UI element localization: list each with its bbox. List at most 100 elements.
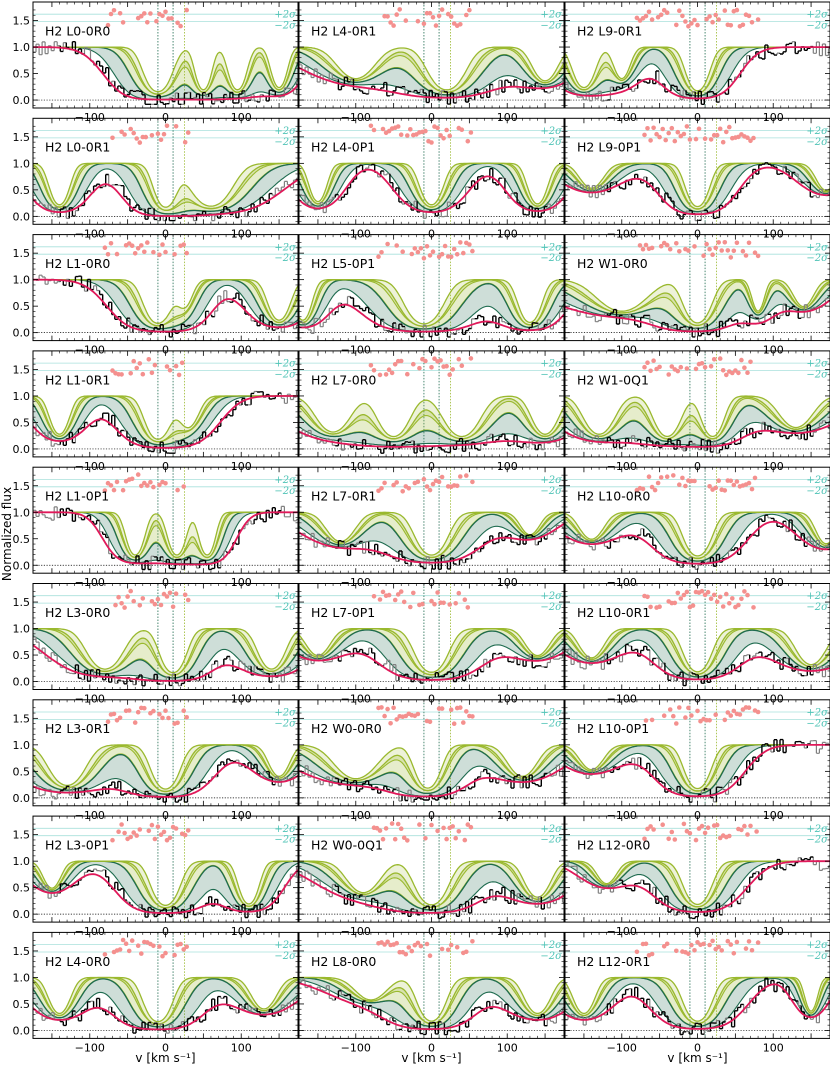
- component-band: [33, 512, 298, 564]
- residual-point: [714, 132, 720, 138]
- residual-point: [675, 590, 681, 596]
- x-tick-label: 100: [231, 925, 252, 938]
- sigma-minus-label: −2σ: [540, 951, 563, 962]
- total-model-curve: [33, 395, 298, 449]
- residual-point: [397, 7, 403, 12]
- residual-point: [649, 245, 655, 251]
- residual-point: [391, 23, 396, 28]
- component-curve: [33, 628, 298, 676]
- residual-point: [649, 951, 655, 957]
- residual-point: [458, 474, 463, 479]
- residual-point: [745, 592, 750, 598]
- residual-point: [181, 242, 186, 247]
- total-model-curve: [299, 982, 564, 1031]
- sigma-plus-label: +2σ: [806, 940, 829, 951]
- residual-point: [755, 17, 761, 22]
- residual-point: [157, 482, 162, 488]
- ticks: [299, 467, 564, 574]
- residual-point: [394, 243, 400, 248]
- residual-point: [462, 597, 468, 602]
- residual-point: [135, 709, 141, 715]
- residual-point: [405, 133, 410, 138]
- residual-point: [465, 605, 471, 610]
- residual-point: [394, 480, 400, 485]
- residual-point: [403, 18, 409, 23]
- residual-point: [175, 720, 180, 726]
- residual-point: [429, 822, 434, 828]
- residual-point: [430, 249, 436, 254]
- component-curve: [299, 279, 564, 327]
- sigma-minus-label: −2σ: [274, 137, 297, 148]
- residual-point: [705, 589, 711, 595]
- residual-point: [742, 823, 747, 829]
- component-curve: [565, 511, 830, 562]
- panel-plot-area: [33, 2, 298, 108]
- sigma-plus-label: +2σ: [540, 591, 563, 602]
- ticks: [565, 932, 830, 1039]
- residual-point: [461, 250, 466, 256]
- residual-point: [145, 483, 150, 488]
- residual-point: [746, 240, 752, 246]
- residual-point: [152, 601, 158, 607]
- residual-point: [451, 721, 457, 726]
- data-fitted-spectrum: [334, 768, 548, 803]
- component-curve: [299, 47, 564, 93]
- residual-points: [642, 356, 753, 378]
- residual-point: [137, 361, 143, 366]
- residual-point: [634, 15, 640, 21]
- residual-point: [724, 129, 729, 135]
- residual-point: [415, 18, 421, 24]
- residual-point: [383, 372, 389, 377]
- residual-point: [160, 13, 165, 19]
- component-curve: [33, 46, 298, 95]
- residual-point: [119, 129, 124, 135]
- ticks: [299, 118, 564, 225]
- y-tick-label: 1.0: [13, 390, 31, 403]
- residual-point: [734, 479, 740, 484]
- x-tick-label: 100: [497, 1041, 518, 1054]
- ticks: [299, 234, 564, 341]
- residual-point: [135, 246, 141, 251]
- sigma-plus-label: +2σ: [540, 475, 563, 486]
- residual-point: [686, 951, 691, 957]
- residual-point: [468, 130, 474, 135]
- residual-point: [675, 368, 681, 374]
- residual-point: [429, 598, 434, 604]
- component-curve: [299, 629, 564, 679]
- residual-point: [114, 251, 120, 257]
- residual-point: [447, 133, 453, 139]
- x-axis-label: v [km s⁻¹]: [667, 1051, 727, 1065]
- residual-point: [643, 13, 649, 19]
- x-tick-label: 0: [162, 227, 169, 240]
- total-model-curve: [565, 983, 830, 1030]
- residual-point: [148, 479, 153, 485]
- residual-point: [734, 7, 740, 13]
- panel-plot-area: [565, 2, 830, 108]
- residual-point: [652, 487, 658, 493]
- panel-plot-area: [299, 467, 564, 574]
- residual-point: [711, 357, 717, 362]
- x-tick-label: 0: [162, 809, 169, 822]
- ticks: [299, 350, 564, 457]
- ticks: [565, 118, 830, 225]
- residual-point: [441, 825, 446, 831]
- residual-point: [134, 833, 139, 838]
- component-band: [299, 398, 564, 442]
- data-unfitted-spectrum: [565, 297, 830, 337]
- residual-point: [459, 363, 465, 369]
- panel-plot-area: [33, 932, 298, 1039]
- residual-point: [687, 137, 693, 142]
- residual-point: [131, 358, 136, 364]
- residual-point: [748, 359, 753, 365]
- residual-point: [415, 479, 421, 485]
- residual-point: [167, 590, 173, 596]
- x-tick-label: 100: [763, 576, 784, 589]
- residual-point: [132, 251, 138, 256]
- y-tick-label: 1.5: [13, 596, 31, 609]
- residual-point: [435, 590, 440, 595]
- residual-point: [716, 240, 721, 245]
- component-band: [299, 47, 564, 92]
- residual-point: [151, 484, 156, 490]
